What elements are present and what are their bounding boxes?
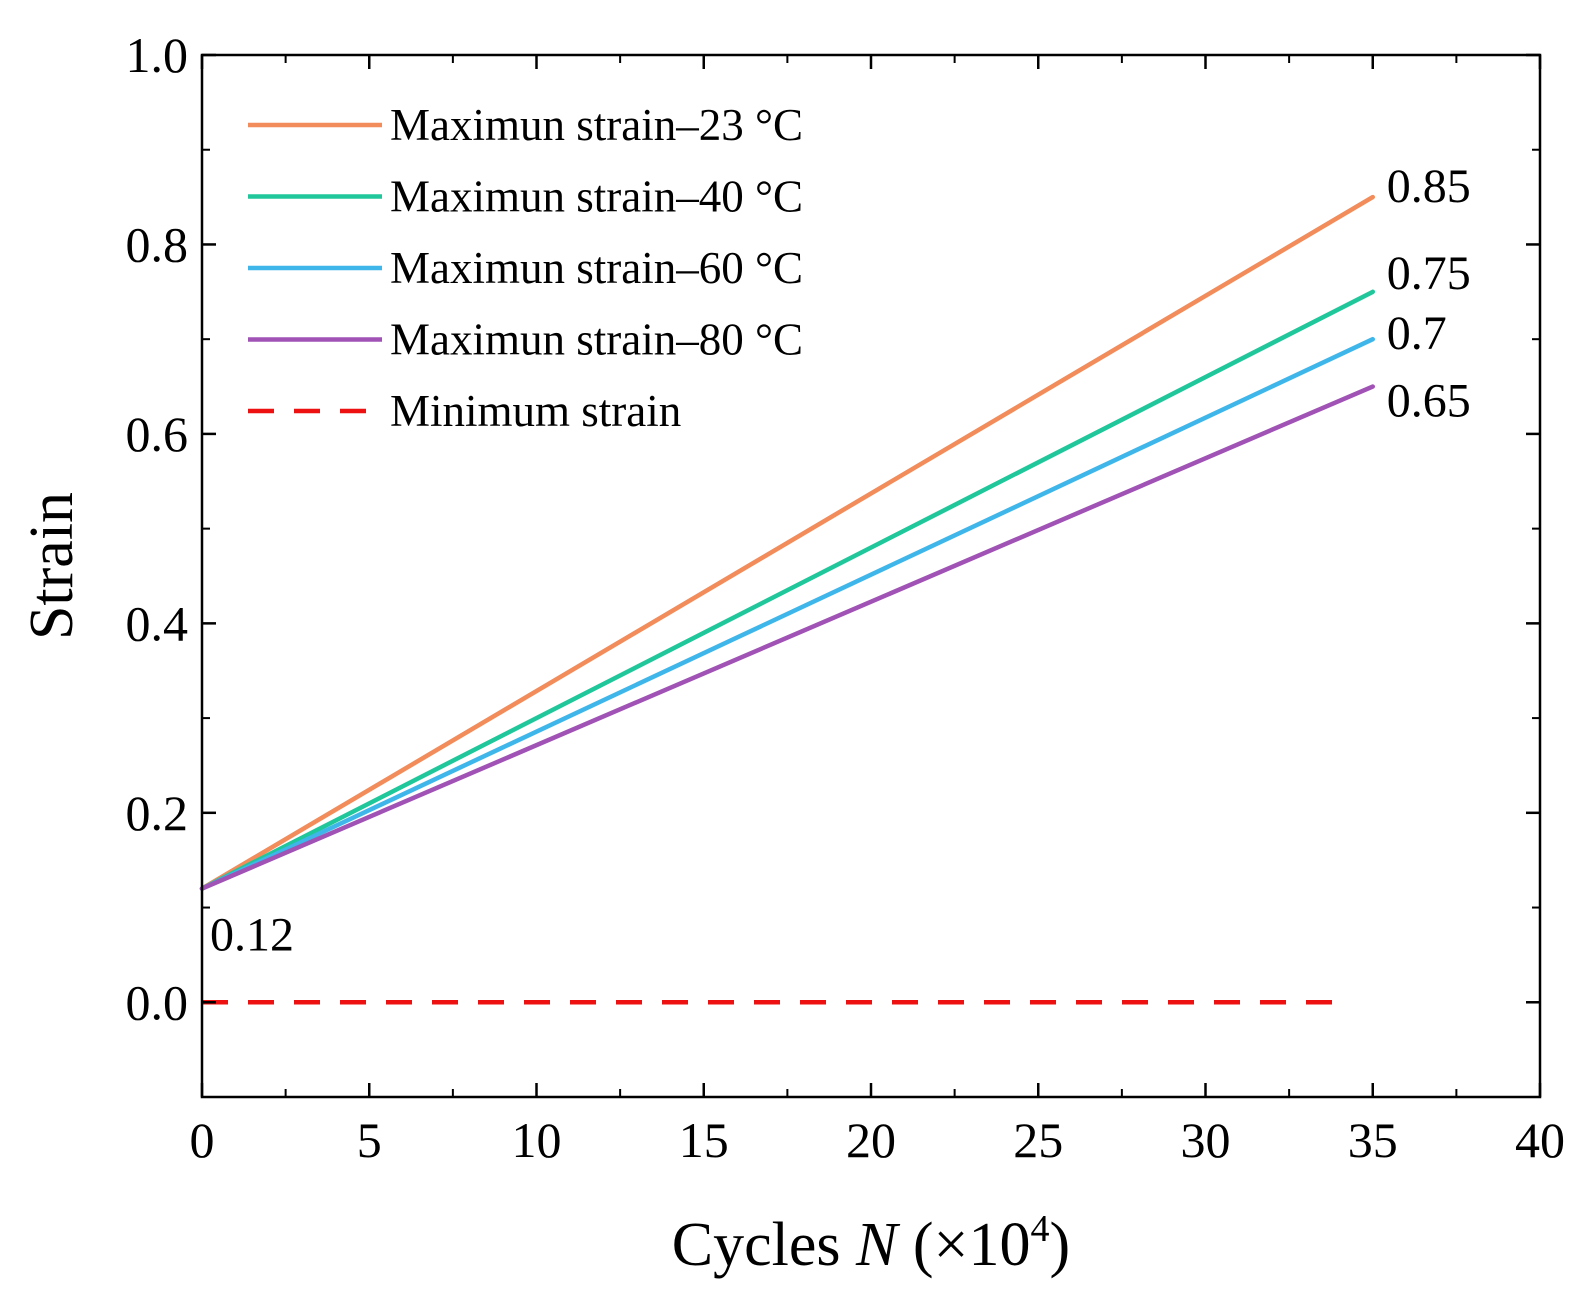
y-tick-label: 0.0 [126, 974, 189, 1030]
y-tick-label: 1.0 [126, 27, 189, 83]
series-line-3 [199, 384, 1375, 891]
x-tick-label: 0 [190, 1112, 215, 1168]
y-tick-label: 0.4 [126, 595, 189, 651]
x-tick-label: 10 [512, 1112, 562, 1168]
x-tick-label: 40 [1515, 1112, 1565, 1168]
series-line-0 [199, 194, 1375, 891]
value-annotation: 0.75 [1387, 247, 1471, 300]
x-tick-label: 15 [679, 1112, 729, 1168]
y-axis-title: Strain [18, 492, 86, 640]
x-tick-label: 30 [1181, 1112, 1231, 1168]
x-tick-label: 35 [1348, 1112, 1398, 1168]
y-tick-label: 0.2 [126, 785, 189, 841]
legend-label-1: Maximun strain–40 °C [390, 172, 803, 222]
y-tick-label: 0.8 [126, 216, 189, 272]
value-annotation: 0.65 [1387, 375, 1471, 428]
x-tick-label: 25 [1013, 1112, 1063, 1168]
series-line-2 [199, 336, 1375, 891]
value-annotation: 0.85 [1387, 160, 1471, 213]
legend-label-4: Minimum strain [390, 386, 681, 436]
legend-label-2: Maximun strain–60 °C [390, 243, 803, 293]
value-annotation: 0.7 [1387, 307, 1447, 360]
legend-label-3: Maximun strain–80 °C [390, 315, 803, 365]
legend: Maximun strain–23 °C Maximun strain–40 °C… [248, 100, 803, 436]
series-line-1 [199, 289, 1375, 891]
x-tick-label: 20 [846, 1112, 896, 1168]
legend-label-0: Maximun strain–23 °C [390, 100, 803, 150]
y-tick-label: 0.6 [126, 406, 189, 462]
x-tick-label: 5 [357, 1112, 382, 1168]
x-axis-title: Cycles N (×104) [672, 1208, 1070, 1279]
value-annotation: 0.12 [210, 909, 294, 962]
